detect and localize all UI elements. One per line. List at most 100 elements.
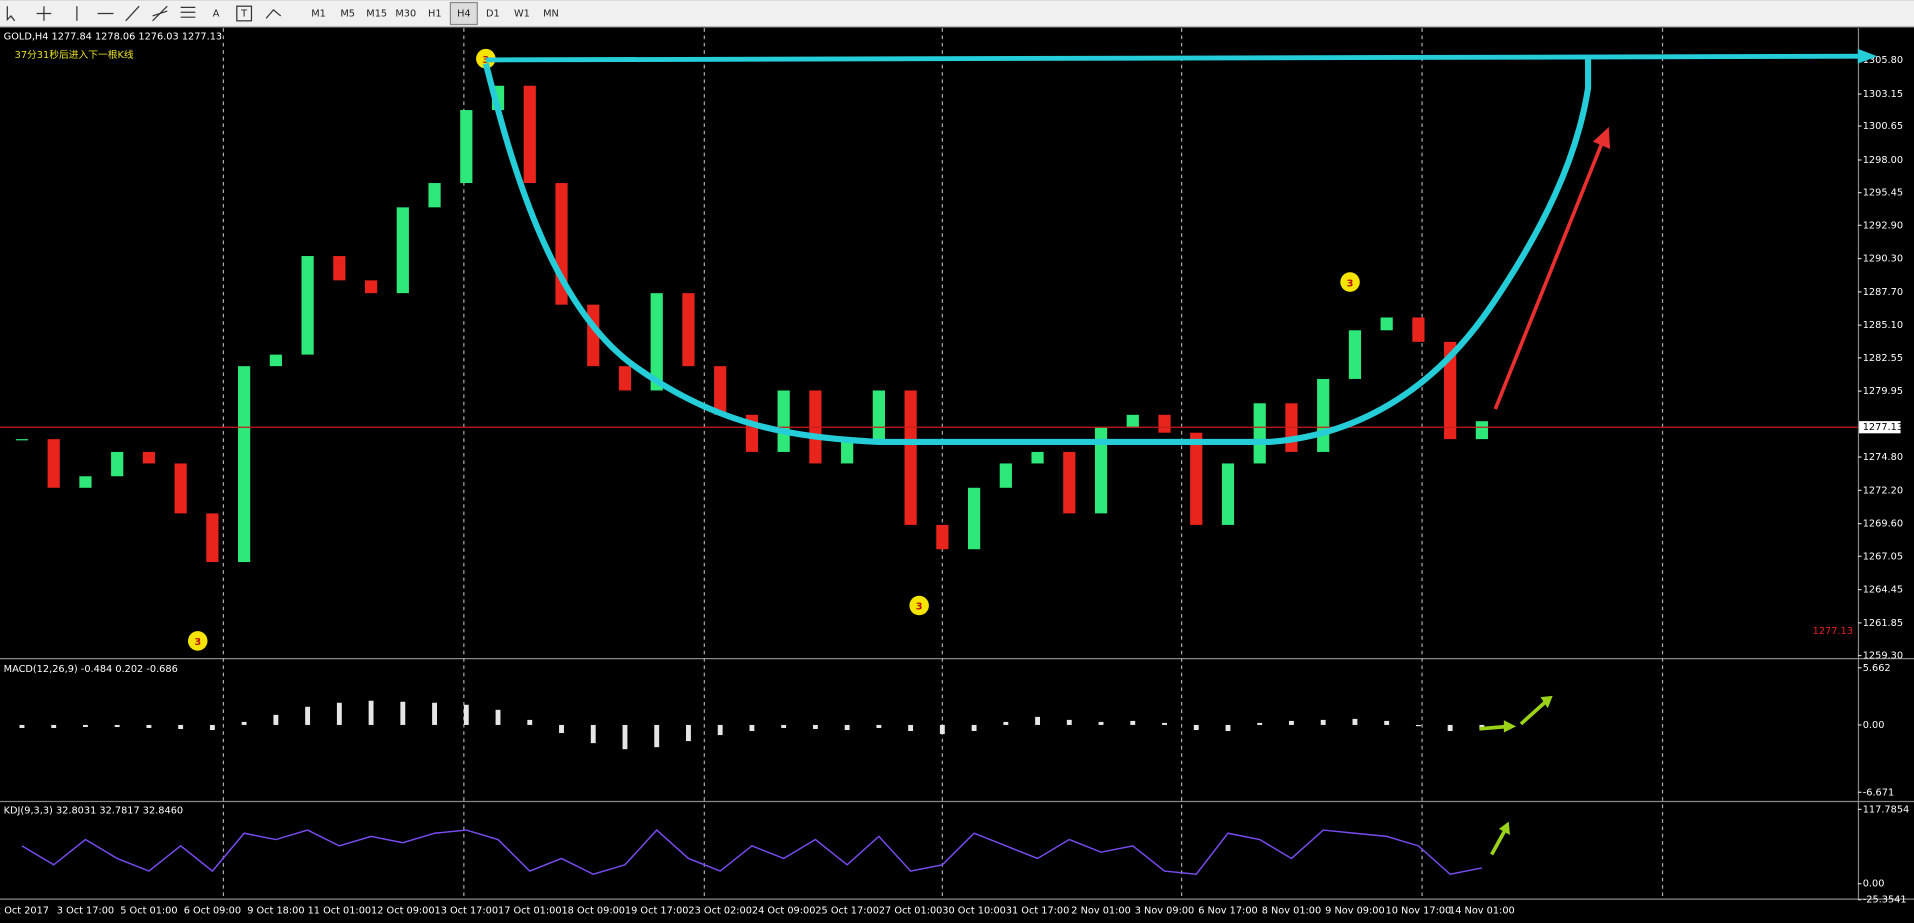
- period-label[interactable]: M5: [340, 9, 355, 20]
- period-label[interactable]: M1: [311, 9, 326, 20]
- countdown: 37分31秒后进入下一根K线: [15, 48, 134, 61]
- candle: [1253, 403, 1266, 464]
- macd-bar: [1257, 722, 1263, 725]
- macd-bar: [209, 724, 215, 731]
- y-tick-label: 1305.80: [1863, 55, 1903, 66]
- candle: [841, 439, 854, 464]
- candle: [1221, 463, 1235, 525]
- candle: [111, 451, 124, 477]
- period-label[interactable]: W1: [514, 9, 530, 20]
- x-tick-label: 8 Nov 01:00: [1262, 906, 1322, 917]
- kdj-line: [21, 829, 1483, 876]
- cup-annotation: [482, 57, 1592, 446]
- candle: [1348, 330, 1362, 379]
- fibo-icon[interactable]: [180, 6, 196, 18]
- period-button[interactable]: [508, 2, 536, 25]
- shapes-icon[interactable]: [265, 9, 282, 19]
- signal-marker-label: 3: [194, 637, 201, 648]
- candle: [333, 256, 346, 281]
- macd-bar: [178, 724, 184, 729]
- macd-bar: [1289, 720, 1294, 725]
- period-label[interactable]: M15: [366, 9, 387, 20]
- period-button[interactable]: [305, 2, 333, 25]
- y-tick-label: 1295.45: [1863, 188, 1903, 199]
- period-label[interactable]: H1: [428, 9, 442, 20]
- period-button[interactable]: [479, 2, 507, 25]
- trendline-icon[interactable]: [125, 5, 140, 22]
- last-price-box: [1859, 421, 1901, 434]
- period-button[interactable]: [537, 2, 565, 25]
- x-tick-label: 14 Nov 01:00: [1449, 906, 1515, 917]
- candle: [428, 183, 441, 208]
- channel-icon[interactable]: [152, 5, 168, 22]
- x-tick-label: 25 Oct 17:00: [815, 906, 879, 917]
- macd-bar: [1384, 720, 1390, 725]
- macd-header: MACD(12,26,9) -0.484 0.202 -0.686: [4, 664, 178, 675]
- candle: [967, 487, 981, 550]
- period-button[interactable]: [392, 2, 420, 25]
- y-tick-label: 1303.15: [1863, 89, 1903, 100]
- macd-bar: [527, 719, 533, 725]
- candle: [618, 366, 632, 391]
- x-tick-label: 2 Oct 2017: [0, 906, 49, 917]
- y-tick-label: 1279.95: [1863, 386, 1903, 397]
- y-tick-label: 1267.05: [1863, 551, 1903, 562]
- text-tool[interactable]: A: [213, 9, 220, 20]
- y-tick-label: 117.7854: [1863, 804, 1910, 815]
- y-tick-label: 1287.70: [1863, 287, 1903, 298]
- macd-bar: [876, 724, 882, 728]
- macd-bar: [51, 724, 57, 728]
- toolbar: [0, 0, 1914, 27]
- y-tick-label: 0.00: [1863, 720, 1885, 731]
- symbol-header: GOLD,H4 1277.84 1278.06 1276.03 1277.13: [4, 32, 222, 43]
- candle: [650, 293, 663, 391]
- period-button[interactable]: [449, 1, 478, 26]
- x-tick-label: 17 Oct 01:00: [498, 906, 562, 917]
- toolbar-icons: [6, 5, 282, 22]
- candle: [1063, 451, 1076, 514]
- signal-marker: [909, 595, 929, 616]
- x-tick-label: 30 Oct 10:00: [942, 906, 1006, 917]
- x-tick-label: 6 Oct 09:00: [184, 906, 241, 917]
- period-label[interactable]: D1: [486, 9, 500, 20]
- y-tick-label: 1272.20: [1863, 485, 1903, 496]
- period-button[interactable]: [334, 2, 362, 25]
- resistance-arrowhead: [1857, 48, 1878, 64]
- candle: [460, 110, 473, 184]
- candle: [79, 476, 92, 488]
- y-tick-label: 0.00: [1863, 879, 1885, 890]
- period-button[interactable]: [421, 2, 449, 25]
- period-label[interactable]: MN: [543, 9, 559, 20]
- macd-bar: [400, 701, 406, 725]
- macd-bar: [305, 706, 311, 725]
- period-label[interactable]: H4: [457, 9, 471, 20]
- signal-marker-label: 3: [916, 602, 923, 613]
- period-button[interactable]: [363, 2, 391, 25]
- cursor-icon[interactable]: [6, 6, 16, 22]
- candle: [1158, 414, 1171, 433]
- macd-bar: [1415, 724, 1421, 727]
- x-tick-label: 23 Oct 02:00: [688, 906, 752, 917]
- candle: [1444, 341, 1457, 440]
- macd-bar: [336, 702, 342, 725]
- x-tick-label: 10 Nov 17:00: [1386, 906, 1452, 917]
- x-tick-label: 3 Nov 09:00: [1135, 906, 1195, 917]
- candle: [1317, 378, 1330, 452]
- y-tick-label: 1282.55: [1863, 353, 1903, 364]
- kdj-arrow: [1490, 829, 1507, 856]
- label-tool[interactable]: T: [240, 9, 247, 20]
- period-label[interactable]: M30: [395, 9, 416, 20]
- y-tick-label: 5.662: [1863, 663, 1891, 674]
- signal-marker: [1340, 272, 1360, 292]
- candle: [714, 366, 727, 415]
- y-tick-label: -6.671: [1863, 787, 1894, 798]
- macd-bar: [273, 714, 279, 725]
- crosshair-icon[interactable]: [36, 6, 52, 21]
- candle: [523, 85, 536, 184]
- kdj-arrowhead: [1498, 821, 1510, 836]
- candle: [47, 439, 60, 488]
- macd-bar: [749, 724, 755, 732]
- signal-marker-label: 3: [1347, 278, 1354, 289]
- candle: [174, 463, 187, 514]
